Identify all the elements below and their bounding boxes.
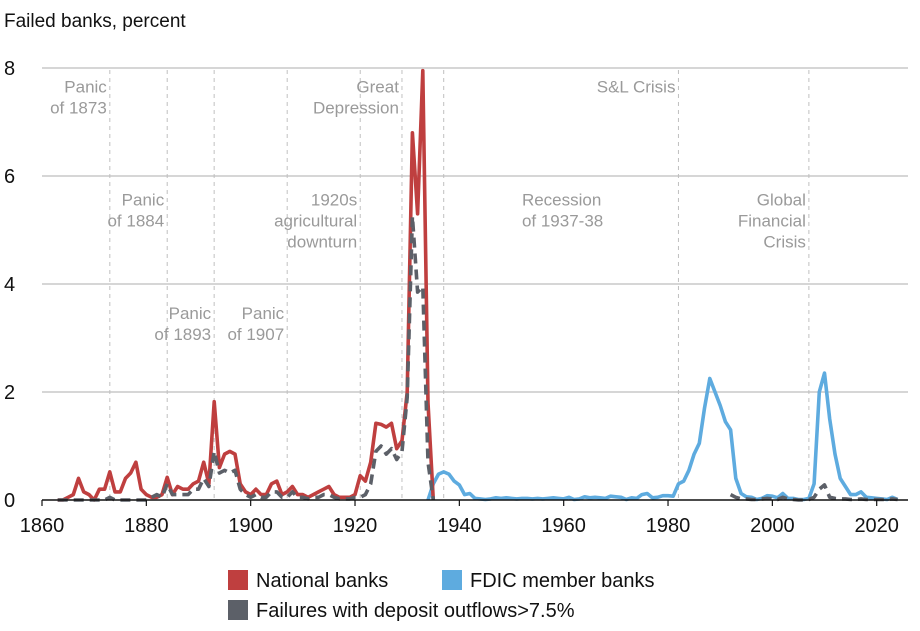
event-annotation: of 1873 — [50, 98, 107, 117]
x-tick-label: 1960 — [541, 515, 586, 537]
y-tick-label: 6 — [4, 166, 15, 188]
event-annotation: Panic — [64, 77, 107, 96]
event-annotation: Panic — [122, 191, 165, 210]
x-tick-label: 1880 — [124, 515, 169, 537]
event-annotation: of 1893 — [154, 325, 211, 344]
y-axis-title: Failed banks, percent — [4, 11, 186, 32]
x-tick-label: 2020 — [854, 515, 899, 537]
y-tick-label: 8 — [4, 58, 15, 80]
x-tick-label: 1920 — [333, 515, 378, 537]
legend-national-banks-label: National banks — [256, 570, 388, 592]
legend-fdic-member-banks-swatch — [442, 570, 462, 590]
legend-deposit-outflows-swatch — [228, 600, 248, 620]
event-annotation: 1920s — [311, 191, 357, 210]
event-annotation: of 1907 — [227, 325, 284, 344]
series-national-banks — [57, 68, 436, 502]
legend-deposit-outflows-label: Failures with deposit outflows>7.5% — [256, 600, 575, 622]
event-reference-lines — [109, 70, 810, 500]
series-fdic-member-banks — [426, 371, 899, 502]
event-annotation: Panic — [169, 304, 212, 323]
x-tick-label: 2000 — [750, 515, 795, 537]
event-annotations: Panic of 1873 Panic of 1884 Panic of 1893 Pani… — [50, 77, 806, 344]
x-tick-label: 1860 — [20, 515, 65, 537]
axes: 0 2 4 6 8 1860 1880 1900 1920 1940 1960 1980 2000 202… — [4, 58, 908, 537]
legend: National banks FDIC member banks Failures … — [228, 570, 655, 622]
event-annotation: Crisis — [763, 233, 806, 252]
event-annotation: downturn — [287, 233, 357, 252]
series-lines — [57, 68, 899, 502]
event-annotation: agricultural — [274, 212, 357, 231]
event-annotation: Panic — [242, 304, 285, 323]
x-tick-label: 1900 — [228, 515, 273, 537]
event-annotation: Global — [757, 191, 806, 210]
series-deposit-outflows — [57, 214, 436, 502]
event-annotation: Financial — [738, 212, 806, 231]
legend-national-banks-swatch — [228, 570, 248, 590]
y-tick-label: 4 — [4, 274, 15, 296]
x-tick-label: 1980 — [646, 515, 691, 537]
series-deposit-outflows-modern — [729, 483, 898, 502]
event-annotation: of 1937-38 — [522, 212, 603, 231]
x-tick-label: 1940 — [437, 515, 482, 537]
y-tick-label: 0 — [4, 490, 15, 512]
legend-fdic-member-banks-label: FDIC member banks — [470, 570, 655, 592]
event-annotation: of 1884 — [107, 212, 164, 231]
event-annotation: Recession — [522, 191, 601, 210]
event-annotation: S&L Crisis — [597, 77, 676, 96]
event-annotation: Great — [356, 77, 399, 96]
gridlines — [42, 67, 908, 393]
y-tick-label: 2 — [4, 382, 15, 404]
event-annotation: Depression — [313, 98, 399, 117]
